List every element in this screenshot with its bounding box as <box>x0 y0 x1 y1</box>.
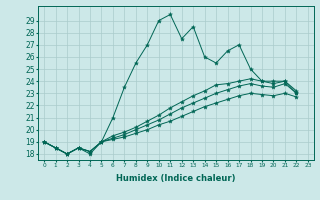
X-axis label: Humidex (Indice chaleur): Humidex (Indice chaleur) <box>116 174 236 183</box>
